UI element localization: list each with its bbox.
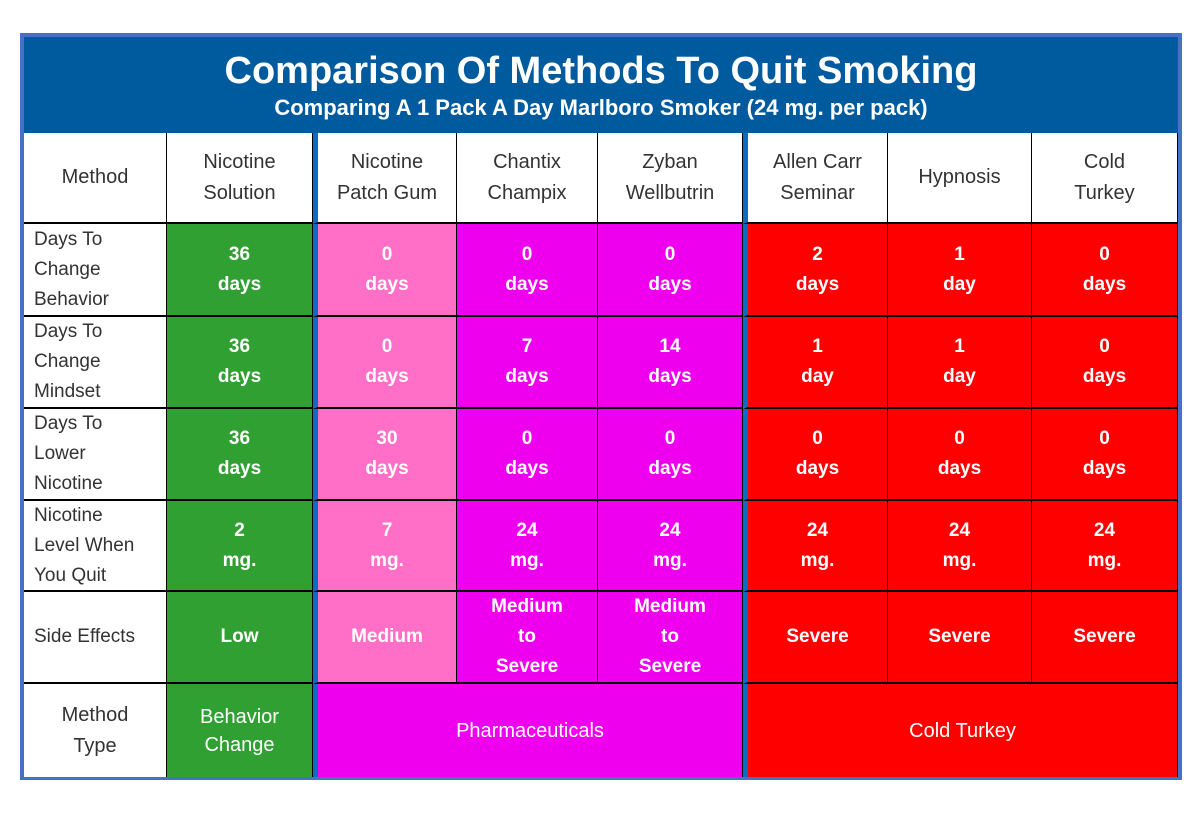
value-cell: 0 days (313, 317, 457, 409)
value-cell: 0 days (1032, 317, 1178, 409)
value-cell: Medium to Severe (457, 592, 598, 684)
comparison-table-frame: Comparison Of Methods To Quit Smoking Co… (20, 33, 1182, 780)
value-cell: 2 days (743, 224, 888, 317)
value-cell: Severe (888, 592, 1032, 684)
header-method-6: Cold Turkey (1032, 133, 1178, 224)
value-cell: 0 days (1032, 409, 1178, 501)
value-cell: 7 mg. (313, 501, 457, 592)
value-cell: 0 days (313, 224, 457, 317)
value-cell: 0 days (598, 409, 743, 501)
value-cell: 1 day (743, 317, 888, 409)
row-label: Days To Lower Nicotine (24, 409, 167, 501)
title-banner: Comparison Of Methods To Quit Smoking Co… (24, 37, 1178, 133)
value-cell: 36 days (167, 317, 313, 409)
value-cell: Medium (313, 592, 457, 684)
value-cell: Severe (1032, 592, 1178, 684)
value-cell: 2 mg. (167, 501, 313, 592)
row-label: Days To Change Behavior (24, 224, 167, 317)
value-cell: 0 days (457, 409, 598, 501)
method-type-group: Behavior Change (167, 684, 313, 777)
value-cell: 1 day (888, 317, 1032, 409)
value-cell: 0 days (1032, 224, 1178, 317)
header-method-0: Nicotine Solution (167, 133, 313, 224)
header-method-2: Chantix Champix (457, 133, 598, 224)
header-method-label: Method (24, 133, 167, 224)
value-cell: 24 mg. (457, 501, 598, 592)
value-cell: 0 days (888, 409, 1032, 501)
value-cell: 14 days (598, 317, 743, 409)
header-method-1: Nicotine Patch Gum (313, 133, 457, 224)
value-cell: 24 mg. (888, 501, 1032, 592)
value-cell: 24 mg. (1032, 501, 1178, 592)
value-cell: 1 day (888, 224, 1032, 317)
value-cell: 0 days (743, 409, 888, 501)
comparison-grid: Method Nicotine Solution Nicotine Patch Gu… (24, 133, 1178, 777)
value-cell: 30 days (313, 409, 457, 501)
header-method-4: Allen Carr Seminar (743, 133, 888, 224)
value-cell: 24 mg. (743, 501, 888, 592)
value-cell: 24 mg. (598, 501, 743, 592)
value-cell: 0 days (598, 224, 743, 317)
header-method-3: Zyban Wellbutrin (598, 133, 743, 224)
header-method-5: Hypnosis (888, 133, 1032, 224)
page-subtitle: Comparing A 1 Pack A Day Marlboro Smoker… (274, 95, 928, 120)
method-type-group: Pharmaceuticals (313, 684, 743, 777)
row-label-method-type: Method Type (24, 684, 167, 777)
method-type-group: Cold Turkey (743, 684, 1178, 777)
value-cell: Medium to Severe (598, 592, 743, 684)
row-label: Side Effects (24, 592, 167, 684)
value-cell: Low (167, 592, 313, 684)
value-cell: 7 days (457, 317, 598, 409)
value-cell: 36 days (167, 224, 313, 317)
page-title: Comparison Of Methods To Quit Smoking (224, 50, 978, 92)
value-cell: 36 days (167, 409, 313, 501)
value-cell: 0 days (457, 224, 598, 317)
row-label: Days To Change Mindset (24, 317, 167, 409)
value-cell: Severe (743, 592, 888, 684)
row-label: Nicotine Level When You Quit (24, 501, 167, 592)
